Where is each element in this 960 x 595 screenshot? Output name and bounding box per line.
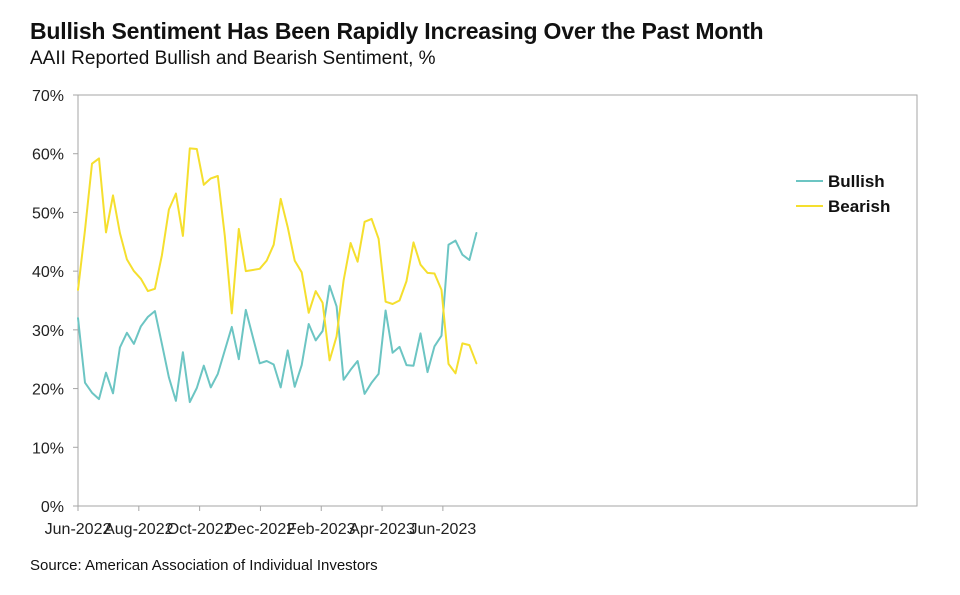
- x-tick-label: Apr-2023: [349, 521, 415, 538]
- x-tick-label: Oct-2022: [167, 521, 233, 538]
- chart-subtitle: AAII Reported Bullish and Bearish Sentim…: [30, 48, 436, 69]
- x-tick-label: Feb-2023: [287, 521, 356, 538]
- y-tick-label: 10%: [32, 440, 64, 457]
- y-tick-label: 60%: [32, 147, 64, 164]
- source-note: Source: American Association of Individu…: [30, 557, 378, 574]
- axes-layer: 0% 10% 20% 30% 40% 50% 60% 70% Jun-2022Aug-2022O…: [32, 88, 918, 538]
- legend-label-bullish: Bullish: [828, 172, 885, 191]
- y-tick-label: 30%: [32, 323, 64, 340]
- chart-title: Bullish Sentiment Has Been Rapidly Incre…: [30, 18, 764, 44]
- y-tick-label: 70%: [32, 88, 64, 105]
- y-tick-label: 20%: [32, 382, 64, 399]
- x-tick-label: Aug-2022: [104, 521, 173, 538]
- series-layer: [77, 147, 478, 404]
- bearish-series-line: [77, 147, 478, 375]
- plot-frame: [77, 94, 918, 507]
- legend: Bullish Bearish: [796, 172, 890, 216]
- x-tick-label: Jun-2023: [410, 521, 477, 538]
- y-tick-label: 50%: [32, 205, 64, 222]
- legend-label-bearish: Bearish: [828, 197, 890, 216]
- bullish-series-line: [77, 232, 478, 404]
- y-tick-label: 0%: [41, 499, 64, 516]
- y-tick-label: 40%: [32, 264, 64, 281]
- x-tick-label: Jun-2022: [45, 521, 112, 538]
- x-tick-label: Dec-2022: [226, 521, 295, 538]
